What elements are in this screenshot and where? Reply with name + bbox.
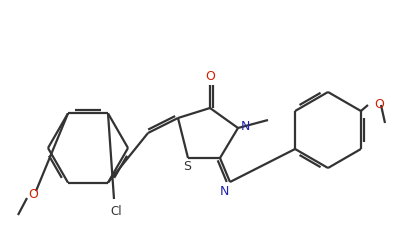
Text: Cl: Cl (110, 205, 122, 218)
Text: N: N (241, 120, 250, 134)
Text: S: S (183, 160, 191, 173)
Text: O: O (205, 70, 215, 83)
Text: O: O (374, 99, 384, 112)
Text: N: N (219, 185, 229, 198)
Text: O: O (28, 188, 38, 201)
